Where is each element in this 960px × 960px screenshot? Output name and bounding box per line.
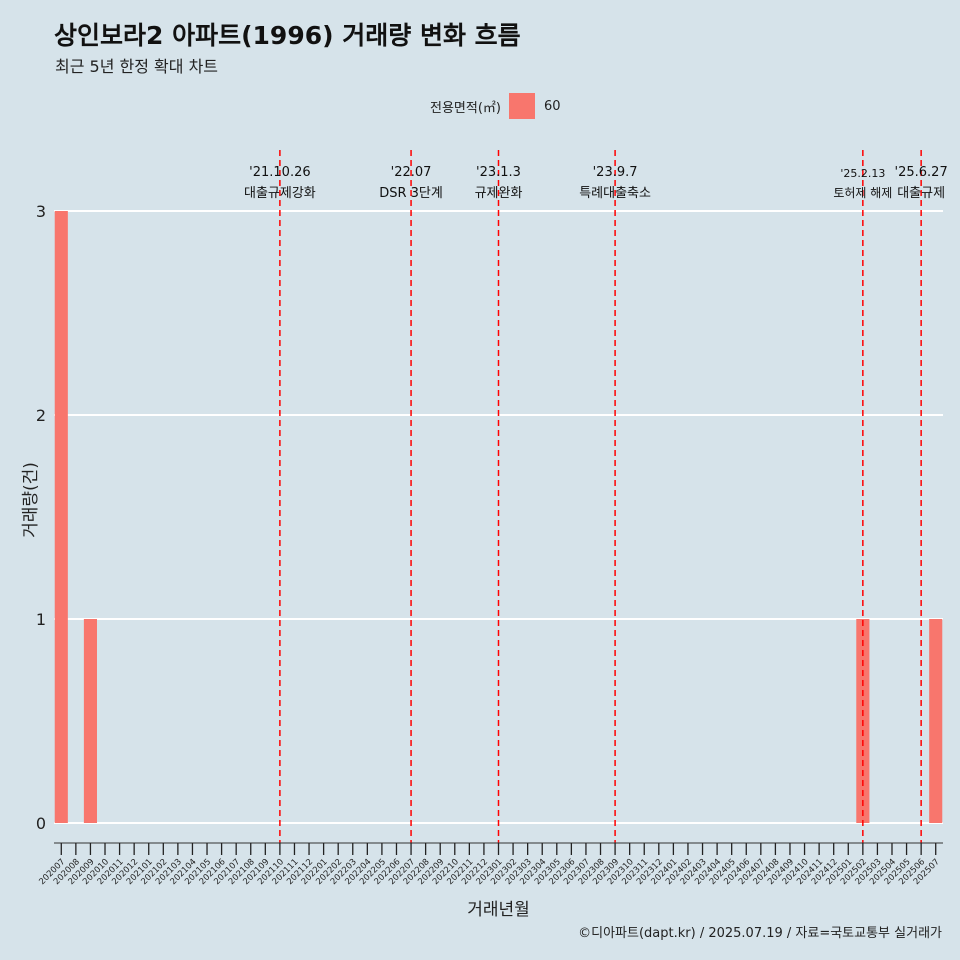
source-caption: ©디아파트(dapt.kr) / 2025.07.19 / 자료=국토교통부 실… — [578, 926, 942, 941]
legend-label: 60 — [543, 98, 561, 114]
legend-title: 전용면적(㎡) — [430, 100, 501, 116]
y-tick-label: 2 — [36, 406, 46, 425]
event-date-label: '25.2.13 — [840, 167, 885, 180]
y-axis-title: 거래량(건) — [21, 462, 41, 538]
y-tick-label: 0 — [36, 814, 46, 833]
event-name-label: DSR 3단계 — [379, 186, 443, 201]
bar — [929, 619, 943, 823]
chart-subtitle: 최근 5년 한정 확대 차트 — [55, 57, 219, 76]
event-date-label: '22.07 — [391, 165, 432, 180]
legend: 전용면적(㎡) 60 — [430, 93, 561, 119]
event-date-label: '25.6.27 — [895, 165, 948, 180]
event-date-label: '23.1.3 — [476, 165, 521, 180]
chart-title: 상인보라2 아파트(1996) 거래량 변화 흐름 — [54, 21, 521, 50]
bar — [83, 619, 97, 823]
event-name-label: 대출규제 — [897, 186, 945, 201]
y-tick-label: 1 — [36, 610, 46, 629]
event-date-label: '21.10.26 — [249, 165, 310, 180]
event-date-label: '23.9.7 — [593, 165, 638, 180]
y-tick-label: 3 — [36, 202, 46, 221]
event-name-label: 대출규제강화 — [244, 186, 316, 201]
event-name-label: 토허제 해제 — [833, 186, 892, 200]
event-name-label: 규제완화 — [475, 186, 523, 201]
event-name-label: 특례대출축소 — [579, 186, 651, 201]
legend-swatch — [508, 93, 535, 119]
bar — [54, 211, 68, 823]
x-axis-title: 거래년월 — [467, 900, 530, 920]
